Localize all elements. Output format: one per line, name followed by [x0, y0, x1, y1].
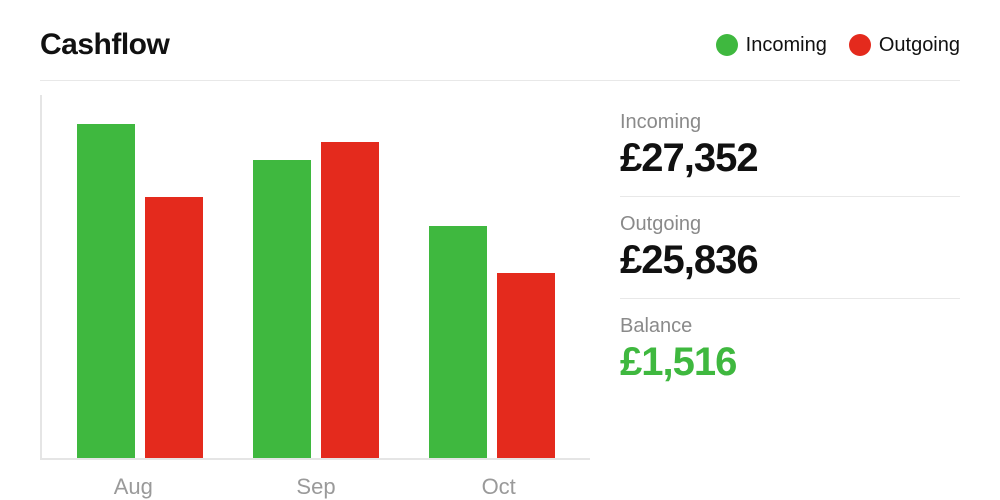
body: Aug Sep Oct Incoming £27,352 Outgoing £2…: [40, 81, 960, 500]
x-label-oct: Oct: [407, 474, 590, 500]
stat-balance: Balance £1,516: [620, 299, 960, 400]
chart-area: Aug Sep Oct: [40, 95, 590, 500]
stat-incoming-label: Incoming: [620, 111, 960, 134]
legend: Incoming Outgoing: [716, 34, 960, 57]
stats-panel: Incoming £27,352 Outgoing £25,836 Balanc…: [620, 95, 960, 500]
bar-aug-incoming: [77, 124, 135, 458]
bar-group-oct: [404, 95, 580, 458]
bar-group-aug: [52, 95, 228, 458]
legend-item-incoming: Incoming: [716, 34, 827, 57]
stat-outgoing: Outgoing £25,836: [620, 197, 960, 299]
bar-sep-outgoing: [321, 142, 379, 458]
bar-sep-incoming: [253, 160, 311, 458]
page-title: Cashflow: [40, 28, 169, 62]
cashflow-widget: Cashflow Incoming Outgoing: [0, 0, 1000, 500]
stat-outgoing-label: Outgoing: [620, 213, 960, 236]
x-label-aug: Aug: [42, 474, 225, 500]
bar-oct-outgoing: [497, 273, 555, 458]
stat-balance-value: £1,516: [620, 340, 960, 384]
stat-balance-label: Balance: [620, 315, 960, 338]
legend-item-outgoing: Outgoing: [849, 34, 960, 57]
stat-incoming: Incoming £27,352: [620, 95, 960, 197]
legend-label-outgoing: Outgoing: [879, 34, 960, 57]
chart-plot: [40, 95, 590, 460]
legend-dot-incoming: [716, 34, 738, 56]
bar-aug-outgoing: [145, 197, 203, 458]
x-axis-labels: Aug Sep Oct: [40, 460, 590, 500]
stat-outgoing-value: £25,836: [620, 238, 960, 282]
stat-incoming-value: £27,352: [620, 136, 960, 180]
header: Cashflow Incoming Outgoing: [40, 28, 960, 81]
legend-label-incoming: Incoming: [746, 34, 827, 57]
bar-oct-incoming: [429, 226, 487, 458]
legend-dot-outgoing: [849, 34, 871, 56]
bar-group-sep: [228, 95, 404, 458]
x-label-sep: Sep: [225, 474, 408, 500]
